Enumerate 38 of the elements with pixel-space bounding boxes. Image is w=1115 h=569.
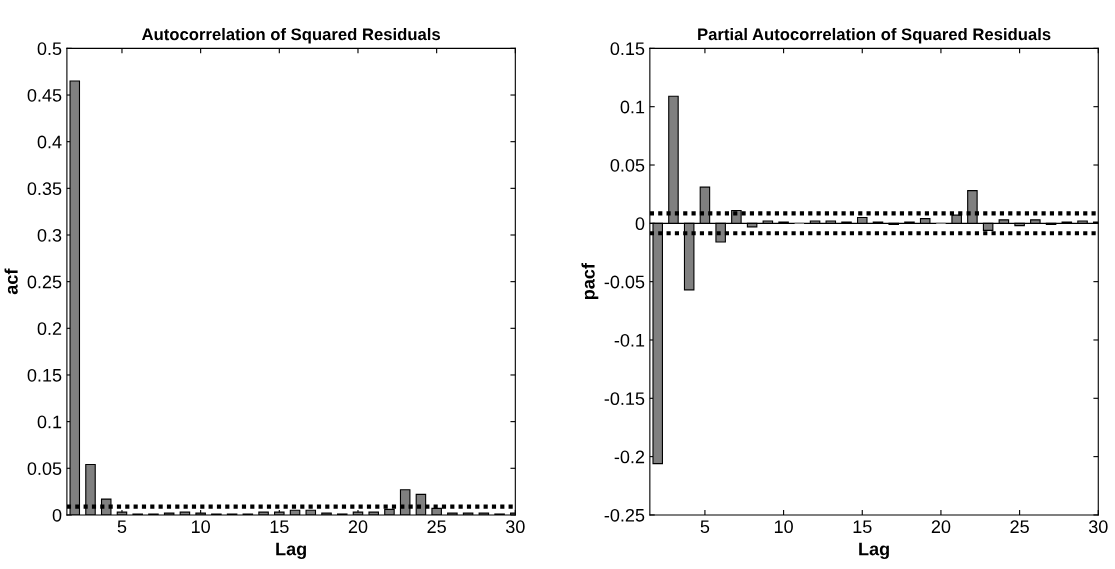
chart-title: Partial Autocorrelation of Squared Residuals: [698, 27, 1051, 44]
y-tick-label: -0.15: [604, 392, 645, 406]
y-tick-label: -0.2: [614, 450, 645, 464]
y-tick-label: 0.05: [27, 462, 62, 476]
y-axis-title: pacf: [581, 263, 599, 300]
y-tick-label: 0.35: [27, 182, 62, 196]
x-tick-label: 10: [774, 520, 793, 534]
x-tick-label: 15: [270, 520, 289, 534]
y-tick-label: -0.1: [614, 333, 645, 347]
y-tick-label: 0: [52, 508, 62, 522]
x-tick-label: 30: [1088, 520, 1108, 534]
x-tick-label: 20: [348, 520, 368, 534]
chart-title: Autocorrelation of Squared Residuals: [141, 27, 440, 44]
y-tick-label: 0.5: [37, 42, 62, 56]
y-tick-label: 0.2: [37, 322, 62, 336]
y-tick-label: -0.25: [604, 508, 645, 522]
y-tick-label: -0.05: [604, 275, 645, 289]
x-axis-title: Lag: [276, 542, 306, 560]
y-tick-label: 0.25: [27, 275, 62, 289]
y-tick-label: 0: [635, 217, 645, 231]
x-tick-label: 30: [505, 520, 525, 534]
y-tick-label: 0.05: [610, 158, 645, 172]
y-axis-title: acf: [4, 268, 18, 295]
x-tick-label: 5: [117, 520, 127, 534]
y-tick-label: 0.45: [27, 88, 62, 102]
x-tick-label: 10: [191, 520, 210, 534]
y-tick-label: 0.3: [37, 228, 62, 242]
x-tick-label: 5: [700, 520, 710, 534]
x-axis-title: Lag: [859, 542, 889, 560]
x-tick-label: 15: [853, 520, 872, 534]
y-tick-label: 0.1: [37, 415, 62, 429]
x-tick-label: 20: [931, 520, 951, 534]
y-tick-label: 0.15: [610, 42, 645, 56]
y-tick-label: 0.1: [620, 100, 645, 114]
y-tick-label: 0.15: [27, 368, 62, 382]
y-tick-label: 0.4: [37, 135, 62, 149]
x-tick-label: 25: [1010, 520, 1029, 534]
x-tick-label: 25: [427, 520, 446, 534]
